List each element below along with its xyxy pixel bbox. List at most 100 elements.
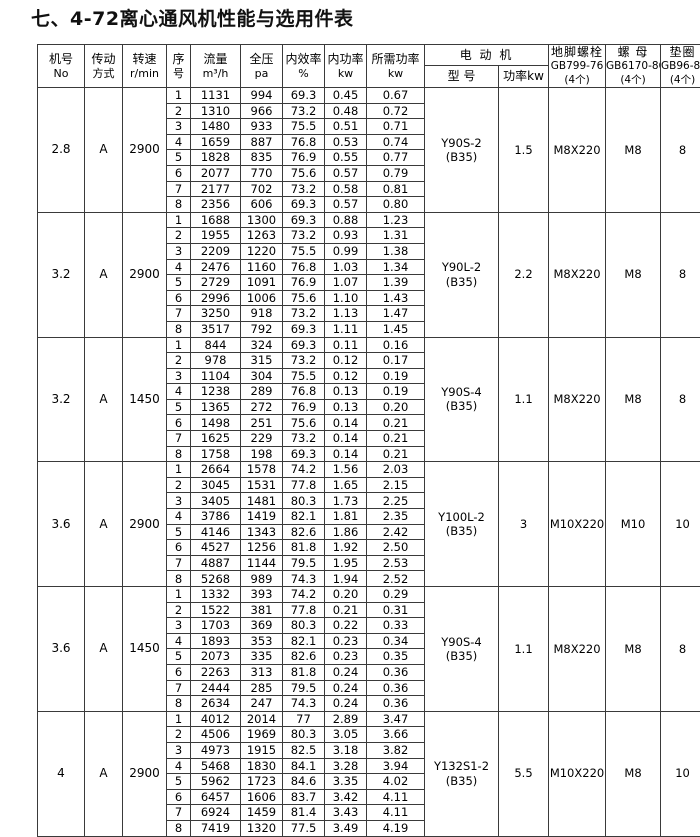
cell-index: 5	[167, 649, 191, 665]
cell-efficiency: 73.2	[283, 353, 325, 369]
cell-flow: 6924	[191, 805, 241, 821]
cell-index: 2	[167, 228, 191, 244]
cell-pressure: 1531	[241, 477, 283, 493]
cell-required-power: 0.19	[367, 368, 425, 384]
col-header-required-power: 所需功率 kw	[367, 45, 425, 88]
cell-pressure: 251	[241, 415, 283, 431]
cell-required-power: 1.34	[367, 259, 425, 275]
cell-efficiency: 84.6	[283, 774, 325, 790]
cell-efficiency: 76.8	[283, 134, 325, 150]
cell-flow: 4527	[191, 540, 241, 556]
cell-efficiency: 69.3	[283, 337, 325, 353]
cell-flow: 1332	[191, 587, 241, 603]
cell-index: 4	[167, 633, 191, 649]
cell-pressure: 285	[241, 680, 283, 696]
cell-required-power: 0.29	[367, 587, 425, 603]
cell-nut: M8	[606, 212, 661, 337]
cell-pressure: 702	[241, 181, 283, 197]
cell-inner-power: 1.11	[325, 321, 367, 337]
cell-flow: 1104	[191, 368, 241, 384]
col-header-index: 序 号	[167, 45, 191, 88]
col-header-index-line2: 号	[167, 67, 190, 81]
cell-efficiency: 69.3	[283, 197, 325, 213]
cell-flow: 2729	[191, 275, 241, 291]
cell-required-power: 2.50	[367, 540, 425, 556]
cell-required-power: 0.81	[367, 181, 425, 197]
cell-required-power: 0.16	[367, 337, 425, 353]
cell-required-power: 4.02	[367, 774, 425, 790]
cell-index: 4	[167, 134, 191, 150]
cell-inner-power: 2.89	[325, 711, 367, 727]
cell-required-power: 4.19	[367, 820, 425, 836]
cell-efficiency: 76.8	[283, 384, 325, 400]
cell-required-power: 3.94	[367, 758, 425, 774]
cell-flow: 1480	[191, 119, 241, 135]
cell-index: 4	[167, 509, 191, 525]
cell-required-power: 2.15	[367, 477, 425, 493]
cell-index: 6	[167, 165, 191, 181]
cell-washer: 10	[661, 711, 700, 836]
cell-flow: 1131	[191, 88, 241, 104]
col-header-inner-power-line2: kw	[325, 67, 366, 81]
cell-flow: 1522	[191, 602, 241, 618]
cell-pressure: 606	[241, 197, 283, 213]
cell-fan-no: 3.6	[38, 462, 85, 587]
cell-pressure: 1723	[241, 774, 283, 790]
cell-required-power: 1.23	[367, 212, 425, 228]
cell-efficiency: 75.6	[283, 165, 325, 181]
col-header-motor-power: 功率kw	[499, 66, 549, 88]
cell-nut: M8	[606, 587, 661, 712]
cell-nut: M8	[606, 711, 661, 836]
cell-index: 8	[167, 571, 191, 587]
cell-motor-power: 1.1	[499, 587, 549, 712]
cell-pressure: 835	[241, 150, 283, 166]
cell-required-power: 0.31	[367, 602, 425, 618]
cell-flow: 1688	[191, 212, 241, 228]
cell-flow: 1238	[191, 384, 241, 400]
cell-washer: 8	[661, 587, 700, 712]
cell-required-power: 0.21	[367, 431, 425, 447]
cell-index: 2	[167, 602, 191, 618]
cell-pressure: 792	[241, 321, 283, 337]
cell-efficiency: 75.6	[283, 415, 325, 431]
cell-pressure: 1006	[241, 290, 283, 306]
cell-pressure: 1606	[241, 789, 283, 805]
cell-speed: 2900	[123, 88, 167, 213]
cell-inner-power: 0.14	[325, 446, 367, 462]
cell-efficiency: 81.8	[283, 540, 325, 556]
cell-flow: 5268	[191, 571, 241, 587]
cell-pressure: 324	[241, 337, 283, 353]
cell-drive-type: A	[85, 88, 123, 213]
col-header-foot-bolt-name: 地脚螺栓	[549, 45, 605, 60]
cell-flow: 844	[191, 337, 241, 353]
cell-inner-power: 0.11	[325, 337, 367, 353]
cell-pressure: 304	[241, 368, 283, 384]
cell-speed: 2900	[123, 212, 167, 337]
cell-index: 6	[167, 415, 191, 431]
cell-flow: 1625	[191, 431, 241, 447]
cell-motor-type-frame: (B35)	[425, 649, 498, 663]
cell-efficiency: 76.9	[283, 275, 325, 291]
cell-speed: 2900	[123, 462, 167, 587]
cell-required-power: 0.36	[367, 696, 425, 712]
cell-flow: 7419	[191, 820, 241, 836]
cell-foot-bolt: M8X220	[549, 587, 606, 712]
cell-required-power: 0.17	[367, 353, 425, 369]
col-header-washer-name: 垫圈	[661, 45, 700, 60]
cell-index: 7	[167, 431, 191, 447]
cell-required-power: 4.11	[367, 789, 425, 805]
cell-efficiency: 74.3	[283, 571, 325, 587]
cell-required-power: 0.71	[367, 119, 425, 135]
cell-inner-power: 0.99	[325, 243, 367, 259]
col-header-nut-name: 螺 母	[606, 45, 660, 60]
cell-fan-no: 3.6	[38, 587, 85, 712]
cell-inner-power: 1.03	[325, 259, 367, 275]
col-header-efficiency: 内效率 %	[283, 45, 325, 88]
cell-required-power: 1.39	[367, 275, 425, 291]
cell-required-power: 0.19	[367, 384, 425, 400]
cell-index: 1	[167, 587, 191, 603]
cell-efficiency: 69.3	[283, 321, 325, 337]
